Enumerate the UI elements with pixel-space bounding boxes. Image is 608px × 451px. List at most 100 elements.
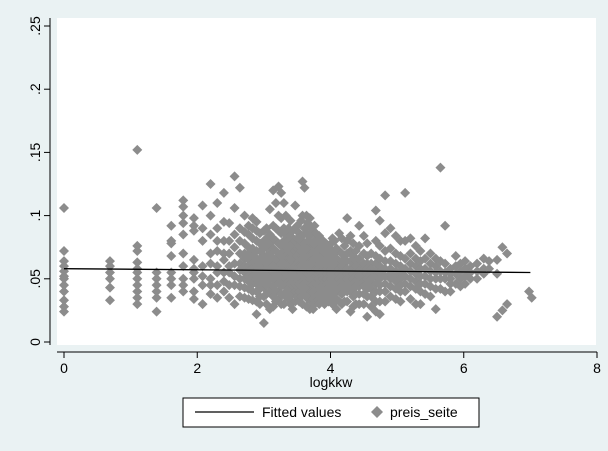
- scatter-point: [212, 292, 223, 303]
- scatter-point: [229, 203, 240, 214]
- scatter-point: [342, 296, 353, 307]
- scatter-point: [224, 248, 235, 259]
- y-tick-label: .25: [27, 16, 43, 36]
- scatter-point: [218, 235, 229, 246]
- x-tick-label: 0: [60, 360, 68, 376]
- scatter-point: [178, 261, 189, 272]
- scatter-point: [197, 235, 208, 246]
- scatter-point: [445, 286, 456, 297]
- scatter-point: [132, 273, 143, 284]
- scatter-point: [218, 254, 229, 265]
- scatter-point: [104, 282, 115, 293]
- scatter-point: [374, 309, 385, 320]
- scatter-point: [264, 204, 275, 215]
- scatter-point: [178, 248, 189, 259]
- scatter-point: [59, 306, 69, 317]
- scatter-point: [188, 286, 199, 297]
- scatter-point: [166, 238, 177, 249]
- scatter-point: [309, 220, 320, 231]
- scatter-point: [472, 258, 483, 269]
- scatter-point: [430, 304, 441, 315]
- legend-label-preis-seite: preis_seite: [390, 404, 458, 420]
- scatter-point: [59, 245, 69, 256]
- scatter-point: [166, 280, 177, 291]
- scatter-point: [420, 253, 431, 264]
- scatter-point: [218, 248, 229, 259]
- scatter-point: [132, 286, 143, 297]
- scatter-point: [502, 299, 513, 310]
- scatter-point: [188, 273, 199, 284]
- scatter-point: [166, 273, 177, 284]
- scatter-point: [205, 179, 216, 189]
- scatter-point: [290, 200, 301, 211]
- fit-layer: [63, 268, 531, 274]
- scatter-point: [132, 292, 143, 303]
- scatter-point: [229, 242, 240, 253]
- scatter-point: [205, 280, 216, 291]
- scatter-point: [405, 248, 416, 259]
- scatter-point: [395, 296, 406, 307]
- scatter-point: [59, 203, 69, 214]
- scatter-point: [229, 229, 240, 240]
- scatter-point: [380, 256, 391, 267]
- scatter-point: [497, 242, 508, 253]
- scatter-point: [59, 256, 69, 267]
- scatter-point: [374, 296, 385, 307]
- scatter-point: [400, 286, 411, 297]
- legend-label-fitted: Fitted values: [262, 404, 341, 420]
- scatter-point: [188, 294, 199, 305]
- scatter-point: [354, 240, 365, 251]
- scatter-point: [178, 218, 189, 229]
- scatter-point: [229, 171, 240, 182]
- scatter-point: [178, 280, 189, 291]
- y-tick-label: .2: [27, 83, 43, 95]
- scatter-point: [358, 230, 369, 241]
- scatter-point: [132, 280, 143, 291]
- y-axis-ticks: 0 .05 .1 .15 .2 .25: [27, 16, 50, 346]
- scatter-point: [59, 286, 69, 297]
- scatter-point: [178, 229, 189, 240]
- scatter-point: [287, 304, 298, 315]
- scatter-point: [425, 248, 436, 259]
- scatter-point: [362, 311, 373, 322]
- scatter-point: [132, 245, 143, 256]
- scatter-point: [104, 295, 115, 306]
- scatter-point: [258, 318, 269, 329]
- scatter-point: [362, 238, 373, 249]
- scatter-point: [502, 248, 513, 259]
- scatter-point: [104, 273, 115, 284]
- y-tick-label: 0: [27, 338, 43, 346]
- scatter-point: [151, 306, 162, 317]
- scatter-point: [132, 267, 143, 278]
- scatter-point: [132, 144, 143, 155]
- scatter-point: [299, 182, 310, 193]
- scatter-point: [385, 243, 396, 254]
- scatter-point: [166, 292, 177, 303]
- scatter-point: [484, 263, 495, 274]
- scatter-point: [205, 288, 216, 299]
- scatter-point: [445, 273, 456, 284]
- scatter-point: [497, 305, 508, 316]
- scatter-point: [132, 299, 143, 310]
- scatter-point: [197, 200, 208, 211]
- scatter-point: [178, 273, 189, 284]
- scatter-point: [374, 215, 385, 226]
- scatter-point: [484, 256, 495, 267]
- scatter-point: [59, 295, 69, 306]
- x-tick-label: 2: [193, 360, 201, 376]
- scatter-point: [212, 197, 223, 208]
- scatter-point: [251, 309, 262, 320]
- x-tick-label: 6: [460, 360, 468, 376]
- scatter-point: [380, 228, 391, 239]
- scatter-point: [440, 273, 451, 284]
- scatter-point: [178, 201, 189, 212]
- scatter-point: [492, 254, 503, 265]
- scatter-point: [478, 268, 489, 279]
- scatter-point: [450, 251, 461, 262]
- y-tick-label: .1: [27, 210, 43, 222]
- scatter-point: [400, 253, 411, 264]
- scatter-point: [405, 233, 416, 244]
- scatter-point: [492, 311, 503, 322]
